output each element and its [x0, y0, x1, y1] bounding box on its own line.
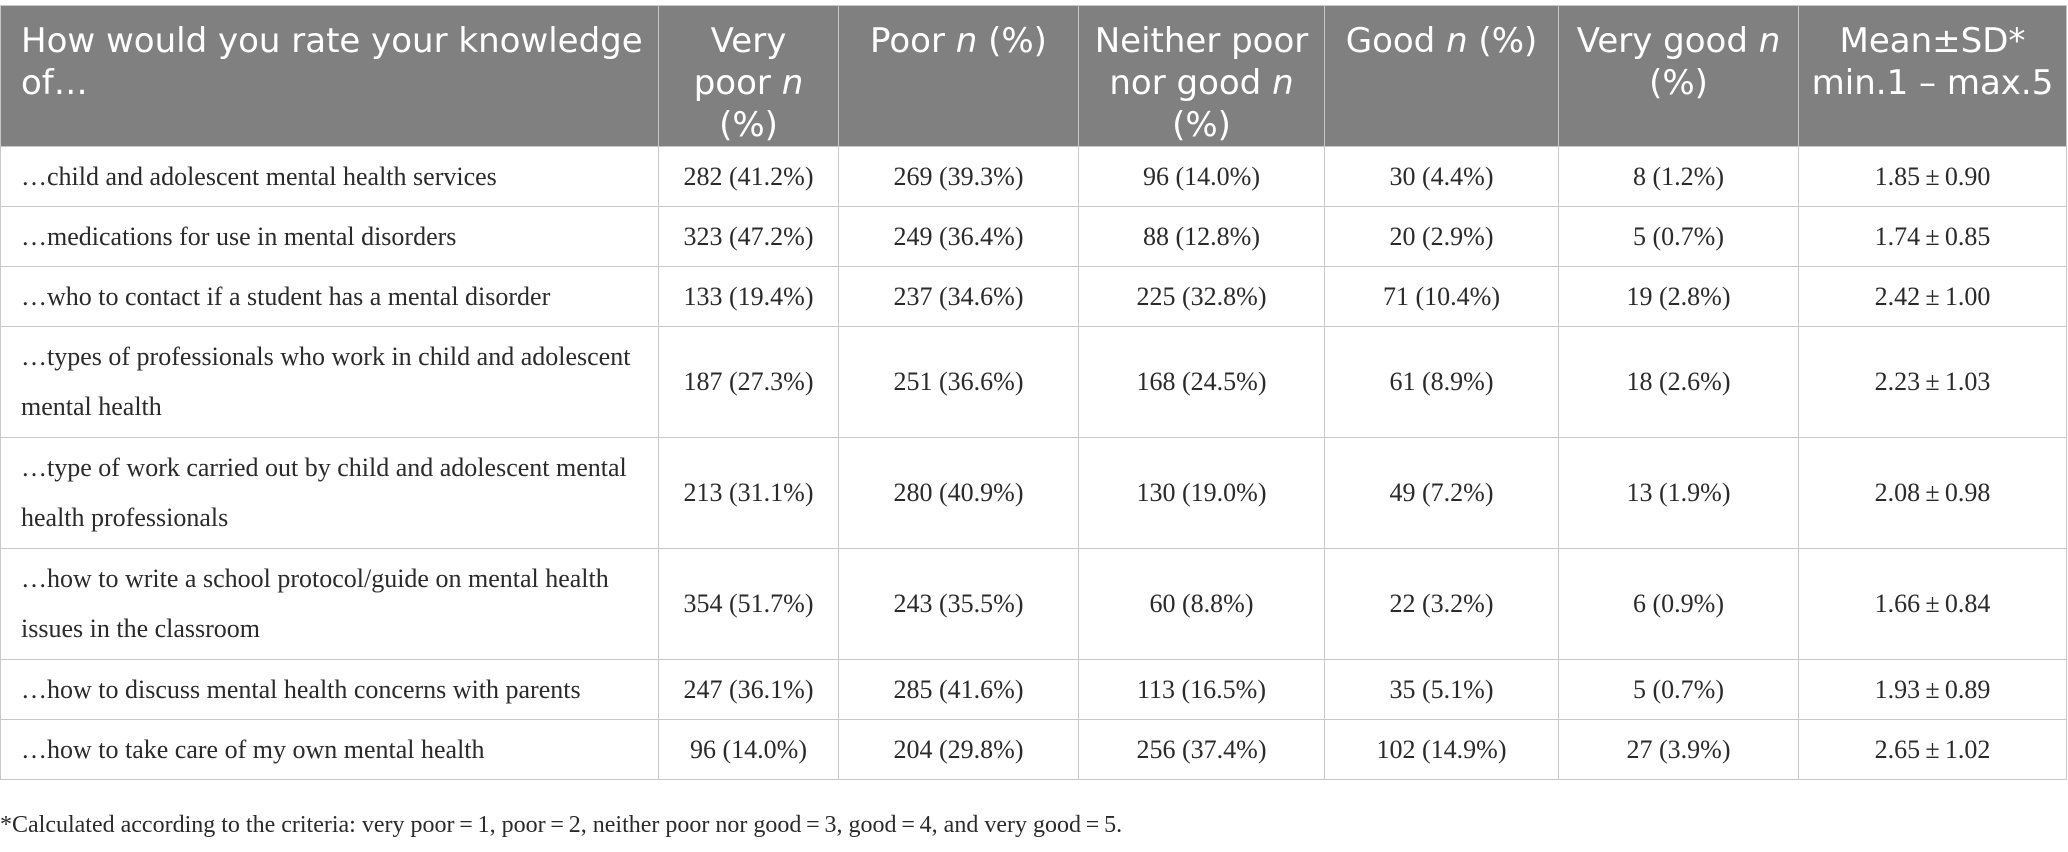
header-neither: Neither poor nor good n (%) — [1078, 5, 1325, 147]
cell-very-good: 27 (3.9%) — [1558, 719, 1799, 780]
header-very-good: Very good n (%) — [1558, 5, 1799, 147]
cell-item: …types of professionals who work in chil… — [0, 326, 659, 438]
cell-item: …how to take care of my own mental healt… — [0, 719, 659, 780]
cell-good: 20 (2.9%) — [1324, 206, 1559, 267]
header-text-suffix: (%) — [1649, 63, 1708, 103]
cell-very-poor: 247 (36.1%) — [658, 659, 839, 720]
cell-good: 30 (4.4%) — [1324, 146, 1559, 207]
header-good: Good n (%) — [1324, 5, 1559, 147]
cell-poor: 243 (35.5%) — [838, 548, 1079, 660]
cell-mean-sd: 2.08 ± 0.98 — [1798, 437, 2067, 549]
header-question-text: How would you rate your knowledge of… — [21, 21, 643, 103]
cell-item: …child and adolescent mental health serv… — [0, 146, 659, 207]
cell-very-poor: 96 (14.0%) — [658, 719, 839, 780]
cell-poor: 249 (36.4%) — [838, 206, 1079, 267]
cell-item: …who to contact if a student has a menta… — [0, 266, 659, 327]
cell-very-good: 6 (0.9%) — [1558, 548, 1799, 660]
cell-poor: 237 (34.6%) — [838, 266, 1079, 327]
cell-very-poor: 213 (31.1%) — [658, 437, 839, 549]
table-row: …who to contact if a student has a menta… — [0, 266, 2067, 327]
table-body: …child and adolescent mental health serv… — [0, 146, 2067, 780]
header-text: Neither poor nor good — [1094, 21, 1309, 103]
cell-poor: 280 (40.9%) — [838, 437, 1079, 549]
cell-mean-sd: 1.85 ± 0.90 — [1798, 146, 2067, 207]
table-row: …type of work carried out by child and a… — [0, 437, 2067, 549]
table-footnote: *Calculated according to the criteria: v… — [0, 812, 1123, 838]
header-text-suffix: (%) — [977, 21, 1047, 61]
cell-mean-sd: 2.23 ± 1.03 — [1798, 326, 2067, 438]
cell-poor: 251 (36.6%) — [838, 326, 1079, 438]
table-row: …medications for use in mental disorders… — [0, 206, 2067, 267]
cell-very-good: 5 (0.7%) — [1558, 659, 1799, 720]
cell-mean-sd: 1.66 ± 0.84 — [1798, 548, 2067, 660]
header-row: How would you rate your knowledge of… Ve… — [0, 5, 2067, 147]
cell-very-good: 18 (2.6%) — [1558, 326, 1799, 438]
cell-mean-sd: 2.65 ± 1.02 — [1798, 719, 2067, 780]
cell-very-good: 5 (0.7%) — [1558, 206, 1799, 267]
header-text: Good — [1345, 21, 1447, 61]
cell-item: …how to discuss mental health concerns w… — [0, 659, 659, 720]
cell-neither: 60 (8.8%) — [1078, 548, 1325, 660]
knowledge-rating-table: How would you rate your knowledge of… Ve… — [0, 5, 2067, 780]
header-poor: Poor n (%) — [838, 5, 1079, 147]
cell-very-good: 8 (1.2%) — [1558, 146, 1799, 207]
cell-poor: 269 (39.3%) — [838, 146, 1079, 207]
table-row: …how to write a school protocol/guide on… — [0, 548, 2067, 660]
table-row: …types of professionals who work in chil… — [0, 326, 2067, 438]
header-text-suffix: (%) — [719, 105, 778, 145]
cell-mean-sd: 2.42 ± 1.00 — [1798, 266, 2067, 327]
cell-very-good: 19 (2.8%) — [1558, 266, 1799, 327]
cell-good: 49 (7.2%) — [1324, 437, 1559, 549]
cell-very-poor: 354 (51.7%) — [658, 548, 839, 660]
cell-good: 61 (8.9%) — [1324, 326, 1559, 438]
table-row: …how to discuss mental health concerns w… — [0, 659, 2067, 720]
cell-good: 22 (3.2%) — [1324, 548, 1559, 660]
cell-very-poor: 187 (27.3%) — [658, 326, 839, 438]
cell-very-poor: 323 (47.2%) — [658, 206, 839, 267]
cell-neither: 256 (37.4%) — [1078, 719, 1325, 780]
header-mean-sd-text: Mean±SD* min.1 – max.5 — [1811, 21, 2054, 103]
cell-item: …medications for use in mental disorders — [0, 206, 659, 267]
header-n-italic: n — [781, 63, 804, 103]
cell-item: …type of work carried out by child and a… — [0, 437, 659, 549]
cell-very-good: 13 (1.9%) — [1558, 437, 1799, 549]
header-text: Very good — [1576, 21, 1759, 61]
cell-good: 102 (14.9%) — [1324, 719, 1559, 780]
header-very-poor: Very poor n (%) — [658, 5, 839, 147]
cell-very-poor: 133 (19.4%) — [658, 266, 839, 327]
header-text: Very poor — [693, 21, 787, 103]
table-header: How would you rate your knowledge of… Ve… — [0, 5, 2067, 147]
header-text-suffix: (%) — [1172, 105, 1231, 145]
cell-neither: 130 (19.0%) — [1078, 437, 1325, 549]
cell-neither: 168 (24.5%) — [1078, 326, 1325, 438]
cell-neither: 88 (12.8%) — [1078, 206, 1325, 267]
cell-neither: 225 (32.8%) — [1078, 266, 1325, 327]
header-n-italic: n — [1758, 21, 1781, 61]
header-text-suffix: (%) — [1467, 21, 1538, 61]
cell-good: 71 (10.4%) — [1324, 266, 1559, 327]
header-n-italic: n — [955, 21, 978, 61]
table-row: …how to take care of my own mental healt… — [0, 719, 2067, 780]
cell-poor: 285 (41.6%) — [838, 659, 1079, 720]
cell-very-poor: 282 (41.2%) — [658, 146, 839, 207]
header-n-italic: n — [1272, 63, 1294, 103]
cell-neither: 113 (16.5%) — [1078, 659, 1325, 720]
header-mean-sd: Mean±SD* min.1 – max.5 — [1798, 5, 2067, 147]
cell-neither: 96 (14.0%) — [1078, 146, 1325, 207]
header-text: Poor — [870, 21, 956, 61]
cell-mean-sd: 1.74 ± 0.85 — [1798, 206, 2067, 267]
cell-good: 35 (5.1%) — [1324, 659, 1559, 720]
cell-item: …how to write a school protocol/guide on… — [0, 548, 659, 660]
table-row: …child and adolescent mental health serv… — [0, 146, 2067, 207]
cell-mean-sd: 1.93 ± 0.89 — [1798, 659, 2067, 720]
header-question: How would you rate your knowledge of… — [0, 5, 659, 147]
header-n-italic: n — [1446, 21, 1468, 61]
cell-poor: 204 (29.8%) — [838, 719, 1079, 780]
